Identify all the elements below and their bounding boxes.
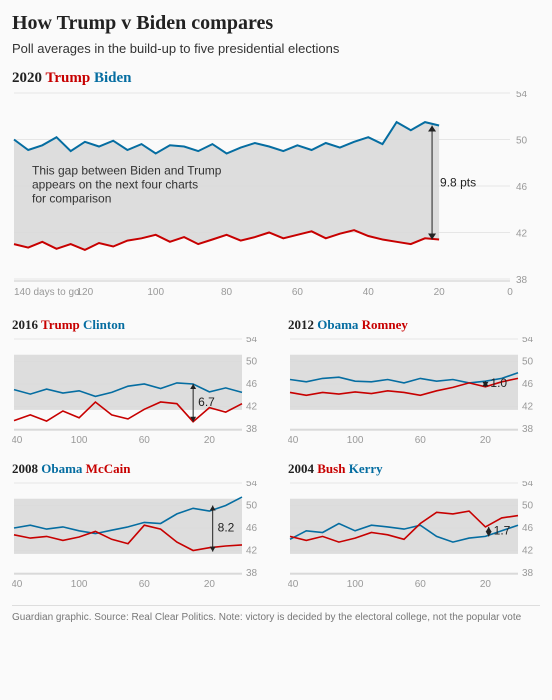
- svg-text:This gap between Biden and Tru: This gap between Biden and Trump: [32, 163, 222, 177]
- rep-name: Trump: [45, 70, 90, 86]
- small-chart-svg: 38 42 46 50 54 140 100 60 20 8.2: [12, 481, 264, 591]
- svg-text:60: 60: [139, 579, 151, 590]
- chart-title-2008: 2008 Obama McCain: [12, 461, 264, 477]
- svg-text:100: 100: [347, 579, 364, 590]
- svg-text:54: 54: [246, 481, 258, 489]
- gap-label: 6.7: [198, 395, 215, 409]
- dem-name: Biden: [94, 70, 132, 86]
- chart-title-2016: 2016 Trump Clinton: [12, 317, 264, 333]
- svg-text:20: 20: [204, 579, 216, 590]
- svg-text:54: 54: [522, 337, 534, 345]
- svg-text:20: 20: [204, 435, 216, 446]
- svg-text:for comparison: for comparison: [32, 191, 111, 205]
- svg-text:46: 46: [516, 182, 528, 193]
- svg-text:60: 60: [139, 435, 151, 446]
- svg-text:140: 140: [12, 435, 23, 446]
- chart-2012: 2012 Obama Romney 38 42 46 50 54 140 100 60 20 1.…: [288, 317, 540, 447]
- svg-text:42: 42: [516, 229, 528, 240]
- svg-text:140: 140: [288, 435, 299, 446]
- svg-text:0: 0: [507, 287, 513, 298]
- chart-2008: 2008 Obama McCain 38 42 46 50 54 140 100 60 20 8.…: [12, 461, 264, 591]
- gap-label: 1.7: [494, 524, 511, 538]
- svg-text:42: 42: [522, 546, 534, 557]
- svg-text:20: 20: [480, 435, 492, 446]
- svg-text:46: 46: [522, 523, 534, 534]
- svg-text:140: 140: [12, 579, 23, 590]
- chart-2004: 2004 Bush Kerry 38 42 46 50 54 140 100 60 20 1.7: [288, 461, 540, 591]
- chart-2016: 2016 Trump Clinton 38 42 46 50 54 140 100 60 20 6…: [12, 317, 264, 447]
- svg-text:50: 50: [522, 501, 534, 512]
- svg-text:50: 50: [516, 136, 528, 147]
- svg-text:46: 46: [522, 379, 534, 390]
- svg-text:100: 100: [71, 435, 88, 446]
- svg-text:40: 40: [363, 287, 375, 298]
- year-label: 2020: [12, 70, 42, 86]
- svg-text:100: 100: [147, 287, 164, 298]
- gap-label: 8.2: [218, 521, 235, 535]
- main-chart-2020: 2020 Trump Biden 38 42 46 50 54 140 days to g…: [12, 70, 540, 301]
- svg-text:appears on the next four chart: appears on the next four charts: [32, 177, 198, 191]
- svg-text:20: 20: [480, 579, 492, 590]
- main-chart-svg: 38 42 46 50 54 140 days to go120 100 80 60 40 20 0 T…: [12, 91, 540, 301]
- svg-text:140 days to go: 140 days to go: [14, 287, 80, 298]
- svg-text:42: 42: [246, 546, 258, 557]
- gap-label: 9.8 pts: [440, 176, 476, 190]
- source-note: Guardian graphic. Source: Real Clear Pol…: [12, 605, 540, 623]
- small-chart-svg: 38 42 46 50 54 140 100 60 20 1.0: [288, 337, 540, 447]
- svg-text:100: 100: [71, 579, 88, 590]
- svg-text:54: 54: [516, 91, 528, 100]
- gap-label: 1.0: [490, 376, 507, 390]
- svg-text:42: 42: [522, 402, 534, 413]
- svg-text:60: 60: [415, 435, 427, 446]
- svg-text:54: 54: [522, 481, 534, 489]
- svg-text:38: 38: [522, 568, 534, 579]
- svg-text:140: 140: [288, 579, 299, 590]
- svg-text:50: 50: [246, 357, 258, 368]
- svg-text:100: 100: [347, 435, 364, 446]
- svg-text:60: 60: [415, 579, 427, 590]
- svg-text:46: 46: [246, 379, 258, 390]
- chart-title-2004: 2004 Bush Kerry: [288, 461, 540, 477]
- main-title: How Trump v Biden compares: [12, 12, 540, 35]
- svg-text:80: 80: [221, 287, 233, 298]
- svg-text:38: 38: [246, 424, 258, 435]
- svg-text:120: 120: [77, 287, 94, 298]
- svg-text:46: 46: [246, 523, 258, 534]
- svg-text:38: 38: [516, 275, 528, 286]
- svg-text:38: 38: [246, 568, 258, 579]
- chart-title-2020: 2020 Trump Biden: [12, 70, 540, 87]
- svg-text:60: 60: [292, 287, 304, 298]
- svg-text:20: 20: [434, 287, 446, 298]
- small-chart-svg: 38 42 46 50 54 140 100 60 20 1.7: [288, 481, 540, 591]
- subtitle: Poll averages in the build-up to five pr…: [12, 41, 540, 56]
- svg-text:38: 38: [522, 424, 534, 435]
- svg-text:50: 50: [246, 501, 258, 512]
- chart-title-2012: 2012 Obama Romney: [288, 317, 540, 333]
- small-chart-svg: 38 42 46 50 54 140 100 60 20 6.7: [12, 337, 264, 447]
- svg-text:50: 50: [522, 357, 534, 368]
- svg-text:42: 42: [246, 402, 258, 413]
- svg-text:54: 54: [246, 337, 258, 345]
